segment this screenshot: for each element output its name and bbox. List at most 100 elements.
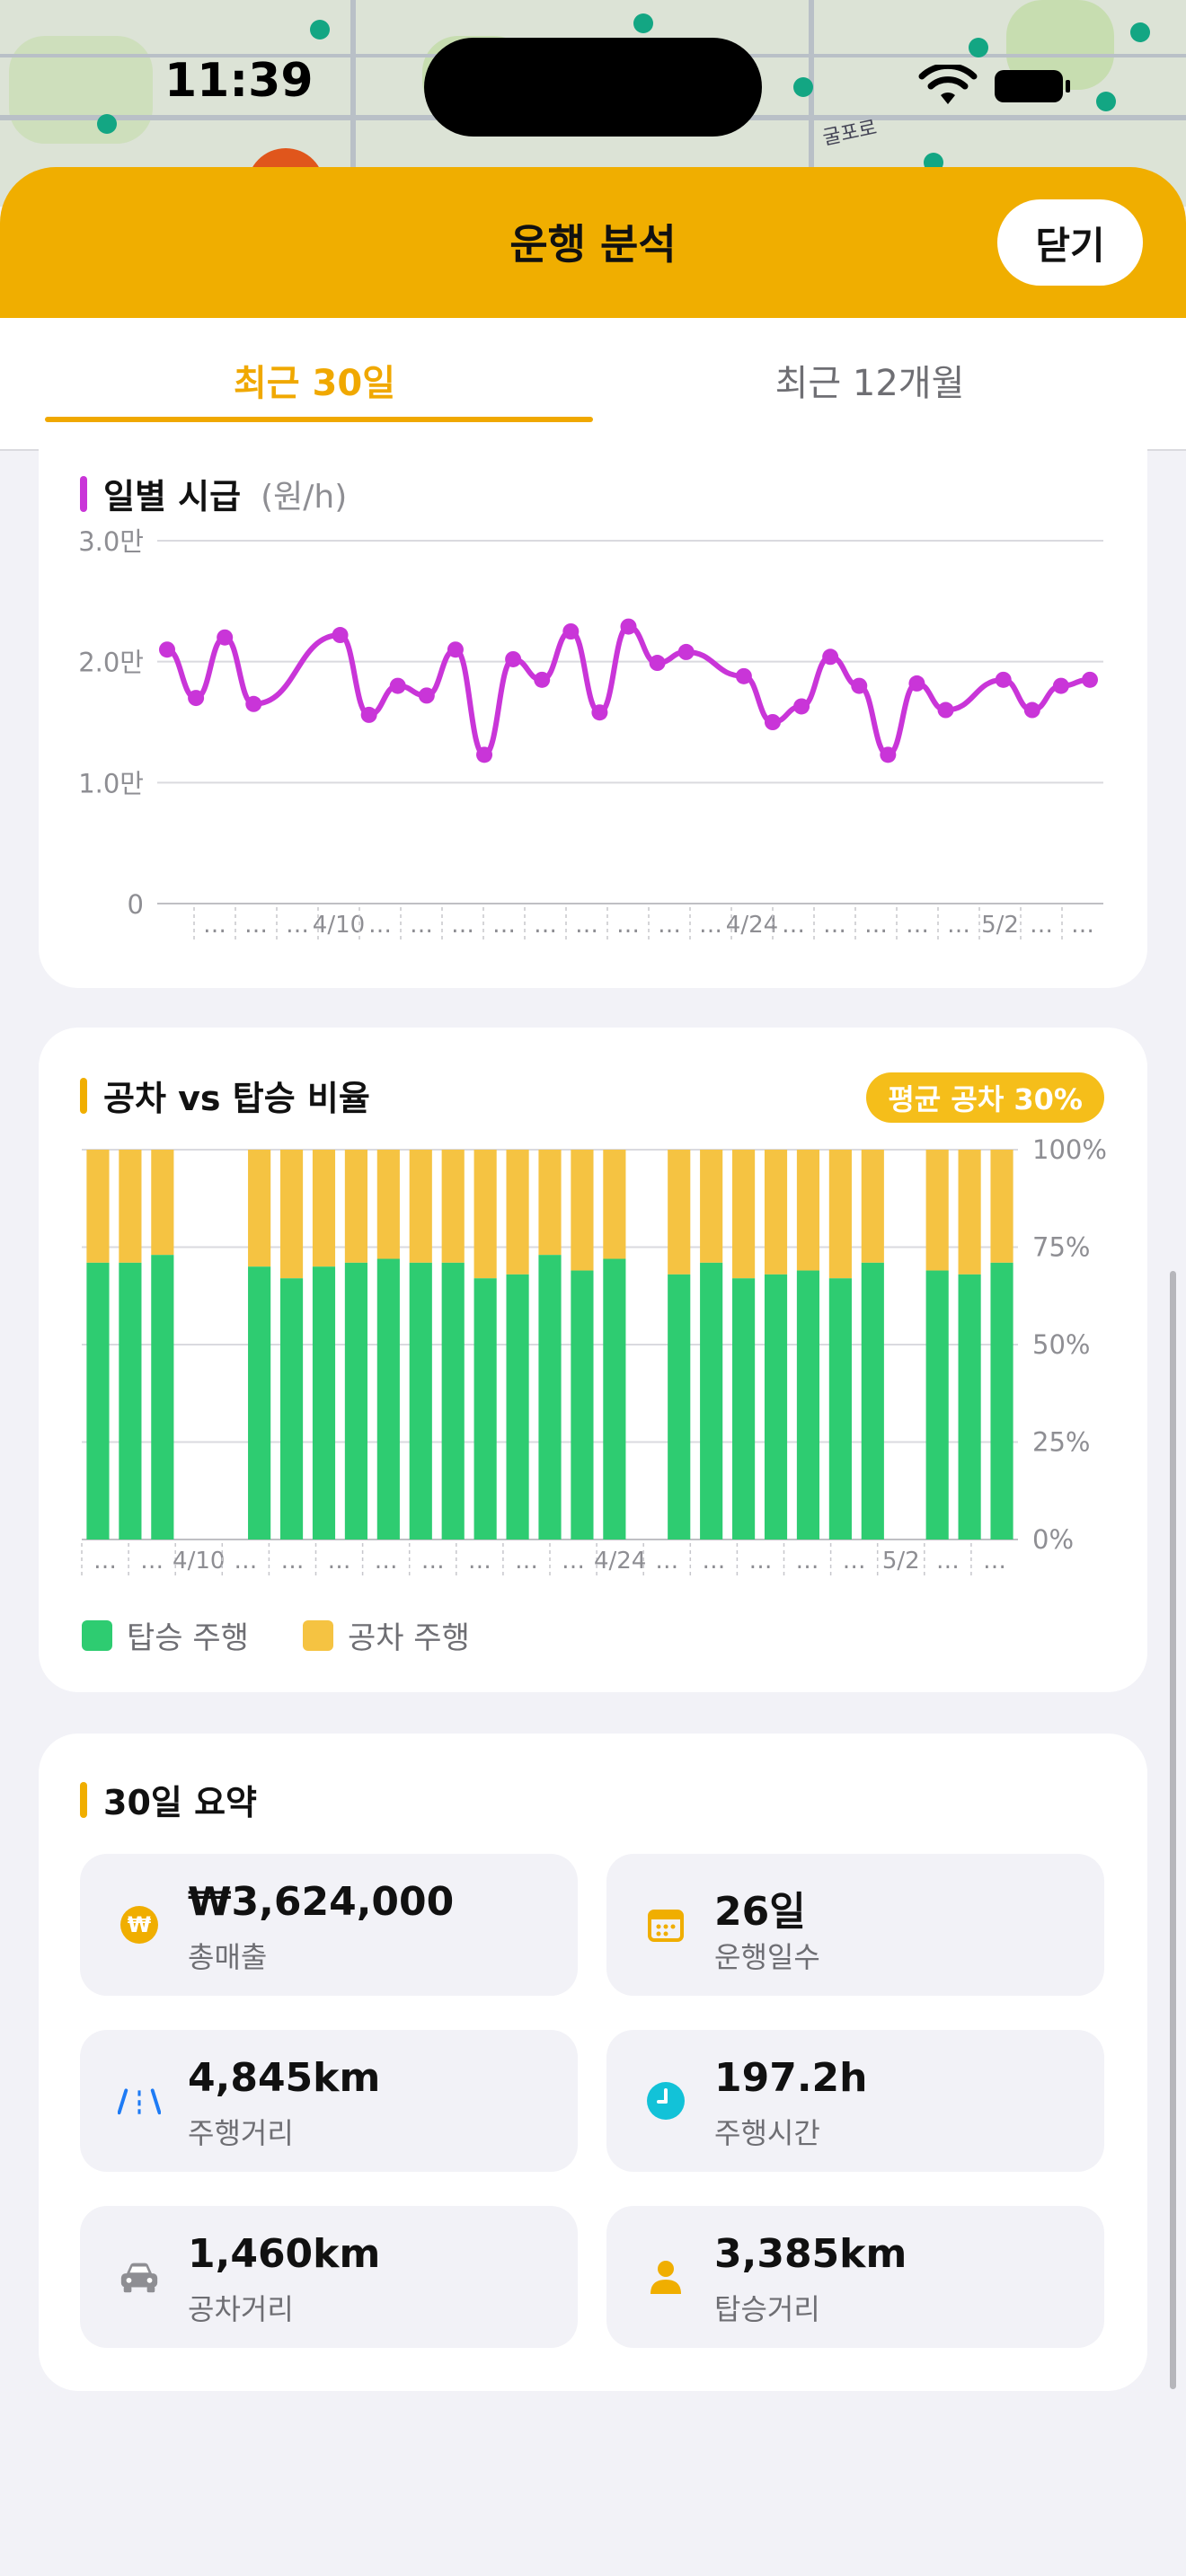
map-road [350,0,356,207]
line-point [188,690,205,707]
bar-empty-segment [861,1150,884,1263]
bar-empty-segment [474,1150,497,1279]
x-tick-label: … [702,1548,725,1575]
x-tick-label: … [93,1548,117,1575]
bar-empty-segment [828,1150,852,1279]
close-button[interactable]: 닫기 [997,199,1143,286]
tile-value: 26일 [714,1889,806,1935]
active-tab-indicator [45,417,593,422]
tile-label: 주행시간 [714,2116,820,2150]
map-marker[interactable] [310,20,330,40]
x-tick-label: … [864,912,888,939]
line-point [217,629,234,646]
person-icon [644,2255,687,2298]
bar-occupied-segment [409,1262,432,1539]
line-point [1082,671,1098,688]
bar-empty-segment [538,1150,562,1256]
bar-empty-segment [506,1150,529,1275]
line-point [880,746,897,763]
line-point [1052,677,1069,694]
tile-label: 주행거리 [188,2116,294,2150]
map-marker[interactable] [97,114,117,134]
line-point [793,698,810,715]
bar-empty-segment [764,1150,788,1275]
x-tick-label: 5/2 [981,912,1019,939]
line-point [851,677,868,694]
map-road [809,0,814,207]
y-tick-label: 75% [1032,1232,1090,1263]
map-marker[interactable] [969,38,988,57]
wifi-icon [918,65,978,104]
bar-occupied-segment [700,1262,723,1539]
bar-empty-segment [441,1150,465,1263]
tile-value: 1,460km [188,2231,381,2277]
line-point [418,687,435,704]
clock-icon [644,2079,687,2122]
legend-label: 탑승 주행 [127,1620,249,1656]
legend-empty: 공차 주행 [302,1613,470,1657]
x-tick-label: … [515,1548,538,1575]
bar-empty-segment [668,1150,691,1275]
tile-value: 4,845km [188,2055,381,2101]
line-point [534,671,551,688]
map-marker[interactable] [1130,22,1150,42]
map-marker[interactable] [1096,92,1116,111]
bar-empty-segment [119,1150,142,1263]
ratio-title: 공차 vs 탑승 비율 [103,1079,370,1118]
bar-empty-segment [344,1150,367,1263]
x-tick-label: … [782,912,805,939]
tab-30-days[interactable]: 최근 30일 [234,363,395,404]
bar-empty-segment [376,1150,400,1259]
bar-occupied-segment [571,1270,594,1539]
y-tick-label: 50% [1032,1329,1090,1360]
line-point [1023,701,1040,719]
card-title: 공차 vs 탑승 비율 [80,1071,370,1120]
bar-occupied-segment [279,1278,304,1539]
bar-occupied-segment [119,1262,142,1539]
y-tick-label: 1.0만 [78,768,144,798]
x-tick-label: … [906,912,929,939]
hourly-wage-title: 일별 시급 [103,477,242,516]
bar-occupied-segment [668,1274,691,1539]
legend-occupied: 탑승 주행 [82,1613,249,1657]
x-tick-label: … [1071,912,1094,939]
line-point [649,655,666,672]
bar-occupied-segment [248,1266,271,1539]
line-point [995,671,1012,688]
y-tick-label: 25% [1032,1427,1090,1458]
x-tick-label: … [375,1548,398,1575]
x-tick-label: … [1030,912,1053,939]
line-point [389,677,406,694]
line-point [476,746,493,763]
x-tick-label: … [562,1548,585,1575]
summary-card: 30일 요약 ₩ ₩3,624,000 총매출 26일 운행일수 4,845km… [39,1734,1147,2391]
line-point [764,714,781,730]
x-tick-label: 5/2 [882,1548,920,1575]
bar-empty-segment [925,1150,949,1271]
x-tick-label: … [947,912,970,939]
bar-empty-segment [958,1150,981,1275]
road-icon [118,2079,161,2122]
bar-occupied-segment [958,1274,981,1539]
tile-value: ₩3,624,000 [188,1879,455,1925]
y-tick-label: 100% [1032,1134,1107,1165]
map-marker[interactable] [793,77,813,97]
tile-value: 3,385km [714,2231,907,2277]
map-marker[interactable] [633,13,653,33]
legend-label: 공차 주행 [347,1620,470,1656]
scrollbar[interactable] [1170,1271,1176,2389]
hourly-wage-card: 일별 시급 (원/h) 0 1.0만 2.0만 3.0만 ……… 4/10…………………… [39,422,1147,988]
tab-12-months[interactable]: 최근 12개월 [774,363,965,404]
summary-tile-revenue: ₩ ₩3,624,000 총매출 [80,1854,578,1996]
x-tick-label: … [244,912,268,939]
x-tick-label: 4/24 [594,1548,646,1575]
bar-occupied-segment [861,1262,884,1539]
tile-value: 197.2h [714,2055,868,2101]
status-time: 11:39 [164,54,314,108]
x-tick-label: … [699,912,722,939]
line-point [505,650,522,667]
y-tick-label: 3.0만 [78,526,144,557]
hourly-wage-chart: 01.0만2.0만3.0만 ……… 4/10……………………… 4/24…………… 5… [78,526,1103,941]
title-accent [80,1077,87,1114]
bar-empty-segment [990,1150,1013,1263]
